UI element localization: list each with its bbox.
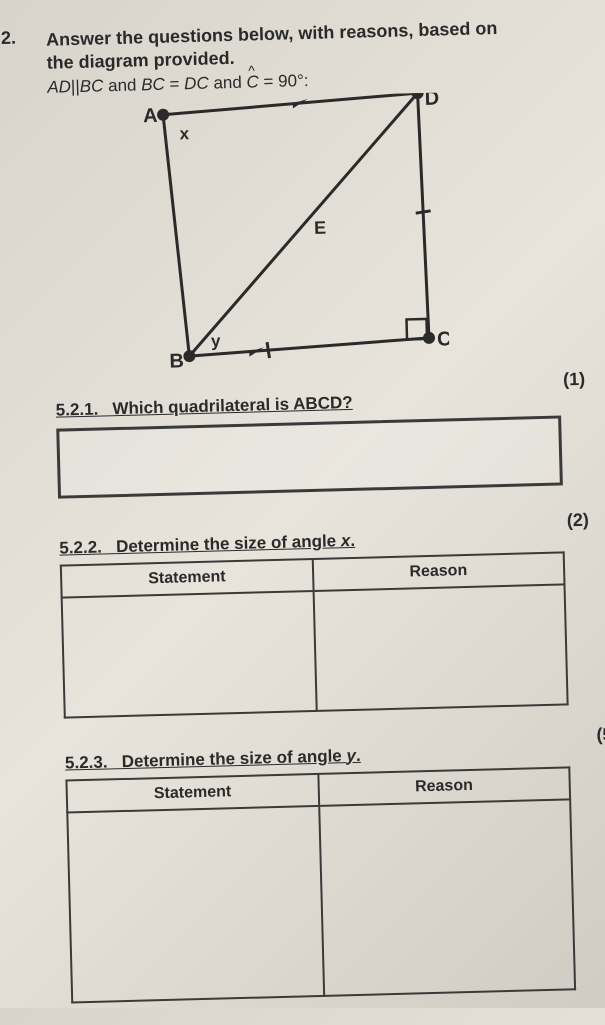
intro-line2: the diagram provided.	[46, 48, 235, 73]
q522-table: Statement Reason	[60, 551, 569, 718]
q523-label: 5.2.3. Determine the size of angle y.	[65, 746, 361, 773]
side-ad	[163, 93, 418, 115]
q522-reason-cell	[313, 584, 568, 711]
angle-x: x	[179, 124, 189, 143]
q521: 5.2.1. Which quadrilateral is ABCD? (1)	[56, 386, 596, 420]
dot-a	[157, 108, 169, 120]
q521-answer-box	[56, 415, 563, 498]
q523-marks: (5	[596, 724, 605, 745]
label-b: B	[169, 350, 184, 372]
q522-statement-cell	[62, 591, 317, 718]
side-dc	[418, 93, 429, 338]
tick-bc	[267, 342, 269, 358]
q523-table: Statement Reason	[65, 766, 576, 1003]
q523-statement-cell	[67, 806, 323, 1003]
worksheet-page: .2. Answer the questions below, with rea…	[0, 0, 605, 1024]
label-a: A	[143, 105, 158, 127]
q522-marks: (2)	[567, 510, 590, 532]
geometry-diagram: A D B C E x y	[123, 88, 595, 380]
label-d: D	[424, 92, 439, 109]
intro-line1: Answer the questions below, with reasons…	[46, 18, 498, 50]
label-c: C	[437, 328, 450, 350]
question-number: .2.	[0, 28, 16, 50]
angle-y: y	[211, 331, 221, 350]
tick-dc	[416, 211, 431, 213]
side-ba	[163, 114, 189, 356]
q521-label: 5.2.1. Which quadrilateral is ABCD?	[56, 393, 353, 420]
label-e: E	[314, 217, 327, 237]
diagram-svg: A D B C E x y	[123, 92, 450, 375]
side-cb	[189, 338, 429, 356]
diagonal-bd	[183, 93, 425, 356]
q522-label: 5.2.2. Determine the size of angle x.	[59, 531, 355, 558]
q523-reason-cell	[319, 799, 575, 996]
q521-marks: (1)	[563, 369, 586, 391]
dot-c	[423, 332, 435, 344]
